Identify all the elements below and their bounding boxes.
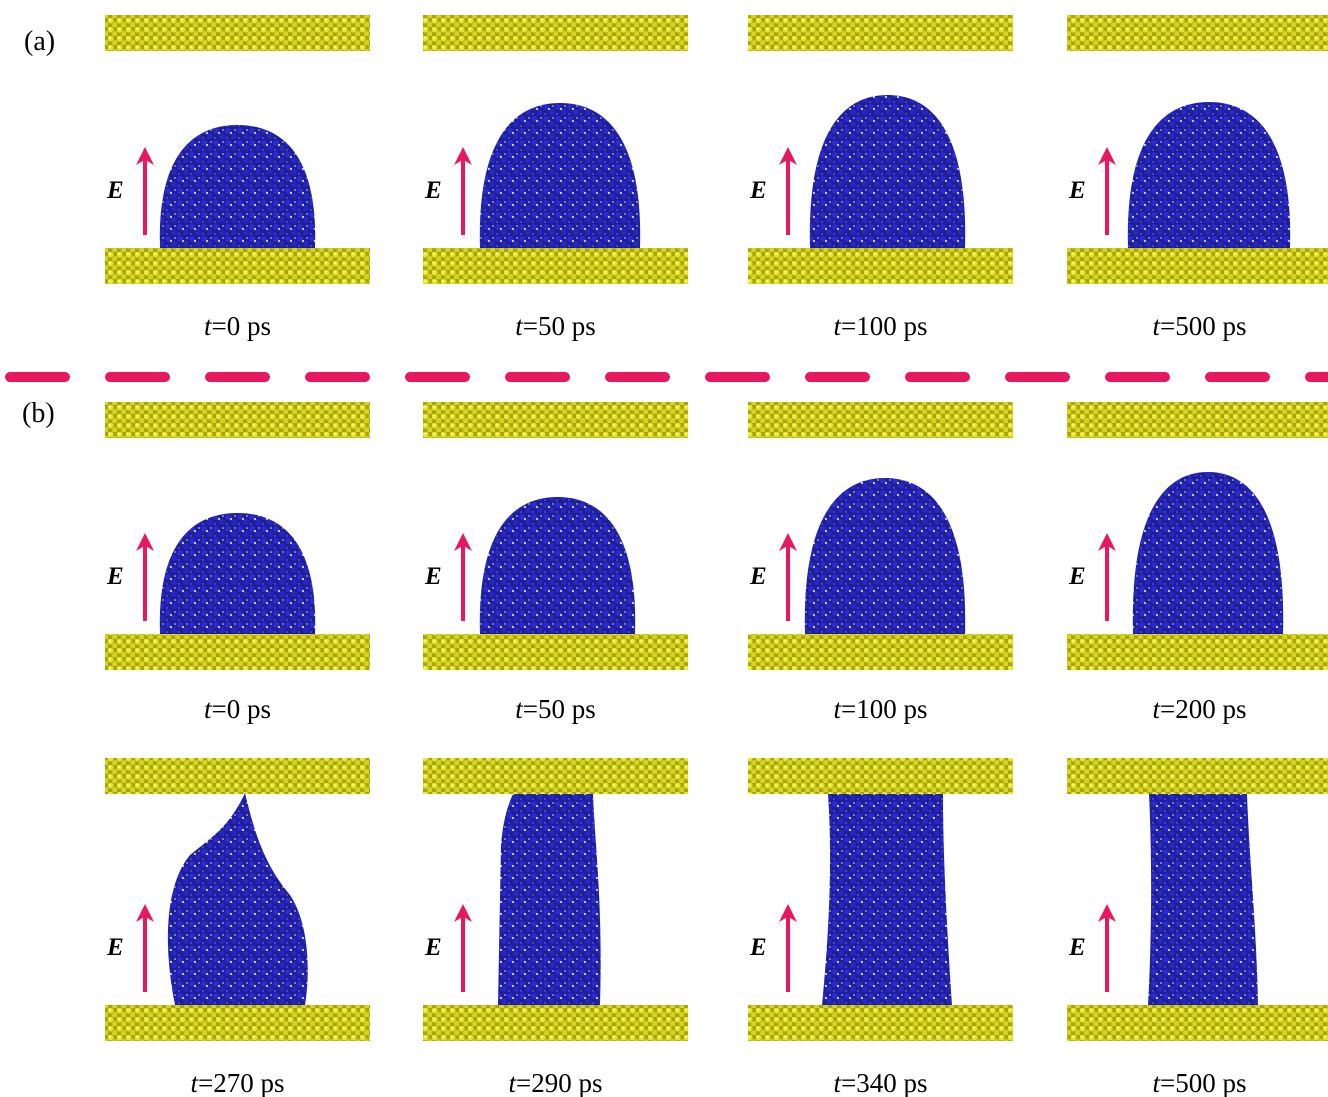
time-caption: t=500 ps	[1153, 311, 1247, 341]
electrode-top	[105, 402, 370, 438]
droplet	[480, 103, 640, 248]
frame: Et=0 ps	[105, 15, 370, 341]
electrode-bottom	[423, 248, 688, 284]
droplet	[160, 513, 315, 634]
time-caption: t=340 ps	[834, 1068, 928, 1097]
time-value: =500 ps	[1160, 311, 1246, 341]
field-label: E	[424, 563, 442, 590]
droplet	[805, 478, 965, 634]
time-caption: t=100 ps	[834, 311, 928, 341]
electrode-top	[105, 758, 370, 794]
electrode-bottom	[105, 1005, 370, 1041]
frame: Et=100 ps	[748, 15, 1013, 341]
field-label: E	[749, 934, 767, 961]
field-label: E	[106, 177, 124, 204]
frame: Et=50 ps	[423, 402, 688, 724]
droplet	[810, 95, 965, 248]
electrode-top	[423, 758, 688, 794]
electrode-top	[1067, 402, 1328, 438]
droplet	[1148, 794, 1258, 1005]
time-caption: t=200 ps	[1153, 694, 1247, 724]
droplet	[480, 497, 635, 634]
frame: Et=500 ps	[1067, 15, 1328, 341]
electrode-bottom	[105, 248, 370, 284]
frame: Et=340 ps	[748, 758, 1013, 1097]
field-label: E	[424, 177, 442, 204]
electrode-bottom	[423, 634, 688, 670]
electrode-top	[105, 15, 370, 51]
electrode-top	[748, 15, 1013, 51]
droplet	[822, 794, 952, 1005]
field-label: E	[1068, 934, 1086, 961]
time-value: =100 ps	[841, 311, 927, 341]
time-caption: t=50 ps	[515, 311, 596, 341]
electrode-bottom	[1067, 1005, 1328, 1041]
frame: Et=500 ps	[1067, 758, 1328, 1097]
time-caption: t=290 ps	[509, 1068, 603, 1097]
electrode-bottom	[423, 1005, 688, 1041]
electrode-top	[1067, 758, 1328, 794]
figure: (a) (b) Et=0 psEt=50 psEt=100 psEt=500 p…	[0, 0, 1328, 1097]
electrode-top	[423, 402, 688, 438]
time-value: =200 ps	[1160, 694, 1246, 724]
time-value: =290 ps	[516, 1068, 602, 1097]
time-value: =100 ps	[841, 694, 927, 724]
frame: Et=290 ps	[423, 758, 688, 1097]
electrode-bottom	[1067, 248, 1328, 284]
field-label: E	[749, 177, 767, 204]
droplet	[1128, 102, 1290, 248]
electrode-bottom	[1067, 634, 1328, 670]
field-label: E	[1068, 177, 1086, 204]
droplet	[498, 794, 601, 1005]
electrode-top	[1067, 15, 1328, 51]
time-value: =50 ps	[523, 694, 596, 724]
time-value: =0 ps	[212, 694, 271, 724]
electrode-top	[748, 402, 1013, 438]
electrode-bottom	[748, 248, 1013, 284]
electrode-bottom	[748, 634, 1013, 670]
frame: Et=100 ps	[748, 402, 1013, 724]
electrode-top	[423, 15, 688, 51]
time-caption: t=100 ps	[834, 694, 928, 724]
time-caption: t=270 ps	[191, 1068, 285, 1097]
electrode-top	[748, 758, 1013, 794]
time-value: =0 ps	[212, 311, 271, 341]
field-label: E	[1068, 563, 1086, 590]
time-caption: t=0 ps	[204, 311, 271, 341]
electrode-bottom	[105, 634, 370, 670]
time-value: =340 ps	[841, 1068, 927, 1097]
panel-label: (b)	[22, 398, 55, 429]
droplet	[168, 793, 308, 1005]
frame: Et=200 ps	[1067, 402, 1328, 724]
field-label: E	[424, 934, 442, 961]
time-value: =500 ps	[1160, 1068, 1246, 1097]
time-caption: t=0 ps	[204, 694, 271, 724]
electrode-bottom	[748, 1005, 1013, 1041]
droplet	[160, 125, 315, 248]
field-label: E	[106, 934, 124, 961]
time-value: =50 ps	[523, 311, 596, 341]
time-caption: t=500 ps	[1153, 1068, 1247, 1097]
frame: Et=0 ps	[105, 402, 370, 724]
frame: Et=50 ps	[423, 15, 688, 341]
time-caption: t=50 ps	[515, 694, 596, 724]
droplet	[1133, 472, 1283, 634]
frame: Et=270 ps	[105, 758, 370, 1097]
panel-label: (a)	[24, 26, 55, 57]
field-label: E	[749, 563, 767, 590]
field-label: E	[106, 563, 124, 590]
time-value: =270 ps	[198, 1068, 284, 1097]
